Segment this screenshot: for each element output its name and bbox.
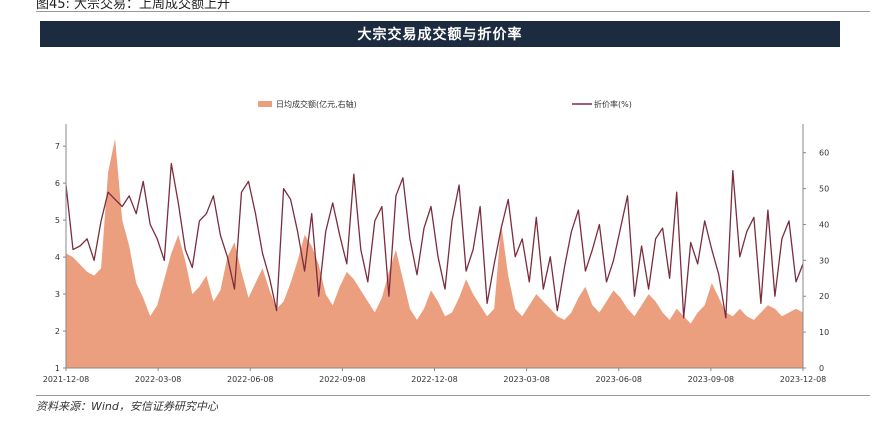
x-tick-label: 2023-12-08 xyxy=(780,375,827,384)
x-tick-label: 2023-09-08 xyxy=(688,375,735,384)
right-tick-label: 0 xyxy=(819,364,824,373)
x-tick-label: 2022-06-08 xyxy=(227,375,274,384)
x-tick-label: 2023-03-08 xyxy=(503,375,550,384)
plot-area xyxy=(66,138,803,368)
x-tick-label: 2022-03-08 xyxy=(135,375,182,384)
left-tick-label: 7 xyxy=(55,142,60,151)
top-rule xyxy=(36,11,870,12)
right-tick-label: 10 xyxy=(819,328,829,337)
area-series-daily-volume xyxy=(66,138,803,368)
right-tick-label: 20 xyxy=(819,292,829,301)
left-tick-label: 3 xyxy=(55,290,60,299)
bottom-rule xyxy=(36,395,870,396)
x-tick-label: 2022-12-08 xyxy=(411,375,458,384)
source-note: 资料来源：Wind，安信证券研究中心 xyxy=(36,400,218,413)
left-tick-label: 5 xyxy=(55,216,60,225)
left-tick-label: 1 xyxy=(55,364,60,373)
chart-title: 大宗交易成交额与折价率 xyxy=(357,27,523,43)
legend: 日均成交额(亿元,右轴) 折价率(%) xyxy=(258,99,632,109)
line-series-discount-rate xyxy=(66,162,803,319)
x-tick-label: 2021-12-08 xyxy=(43,375,90,384)
figure-caption: 图45: 大宗交易：上周成交额上升 xyxy=(36,0,231,12)
right-tick-label: 60 xyxy=(819,149,829,158)
right-tick-label: 50 xyxy=(819,185,829,194)
left-tick-label: 4 xyxy=(55,253,60,262)
axes: 1 2 3 4 5 6 7 0 10 20 30 40 50 60 2021-12-08 2022-03-08… xyxy=(43,124,829,384)
x-tick-label: 2023-06-08 xyxy=(596,375,643,384)
left-tick-label: 6 xyxy=(55,179,60,188)
left-tick-label: 2 xyxy=(55,327,60,336)
x-tick-label: 2022-09-08 xyxy=(319,375,366,384)
legend-label-area: 日均成交额(亿元,右轴) xyxy=(276,99,357,109)
legend-swatch-area xyxy=(258,101,272,107)
right-tick-label: 40 xyxy=(819,220,829,229)
right-tick-label: 30 xyxy=(819,256,829,265)
legend-label-line: 折价率(%) xyxy=(594,99,632,109)
chart-title-banner: 大宗交易成交额与折价率 xyxy=(40,21,840,47)
plot-clip-group xyxy=(66,138,803,368)
